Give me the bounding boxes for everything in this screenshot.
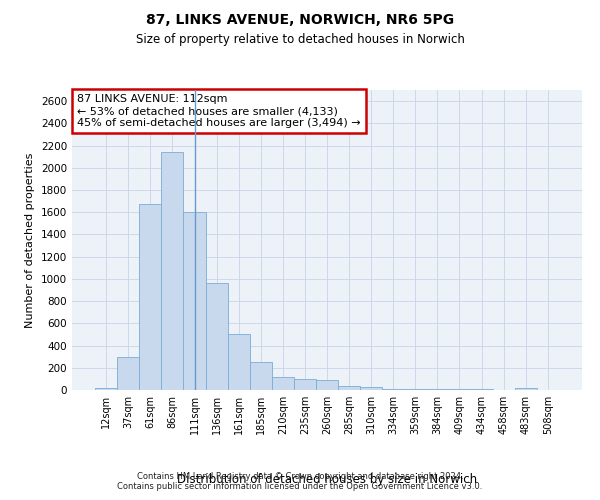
Bar: [404, 389, 427, 390]
Y-axis label: Number of detached properties: Number of detached properties: [25, 152, 35, 328]
Text: Contains public sector information licensed under the Open Government Licence v3: Contains public sector information licen…: [118, 482, 482, 491]
Bar: [360, 386, 382, 390]
Bar: [294, 379, 316, 390]
Bar: [515, 388, 537, 390]
X-axis label: Distribution of detached houses by size in Norwich: Distribution of detached houses by size …: [177, 473, 477, 486]
Bar: [117, 357, 139, 390]
Text: 87 LINKS AVENUE: 112sqm
← 53% of detached houses are smaller (4,133)
45% of semi: 87 LINKS AVENUE: 112sqm ← 53% of detache…: [77, 94, 361, 128]
Text: Size of property relative to detached houses in Norwich: Size of property relative to detached ho…: [136, 32, 464, 46]
Bar: [427, 389, 448, 390]
Bar: [161, 152, 184, 390]
Bar: [227, 334, 250, 390]
Bar: [448, 389, 470, 390]
Bar: [95, 388, 117, 390]
Bar: [316, 380, 338, 390]
Text: Contains HM Land Registry data © Crown copyright and database right 2024.: Contains HM Land Registry data © Crown c…: [137, 472, 463, 481]
Bar: [206, 284, 227, 390]
Text: 87, LINKS AVENUE, NORWICH, NR6 5PG: 87, LINKS AVENUE, NORWICH, NR6 5PG: [146, 12, 454, 26]
Bar: [139, 204, 161, 390]
Bar: [184, 212, 206, 390]
Bar: [382, 389, 404, 390]
Bar: [250, 362, 272, 390]
Bar: [338, 386, 360, 390]
Bar: [272, 376, 294, 390]
